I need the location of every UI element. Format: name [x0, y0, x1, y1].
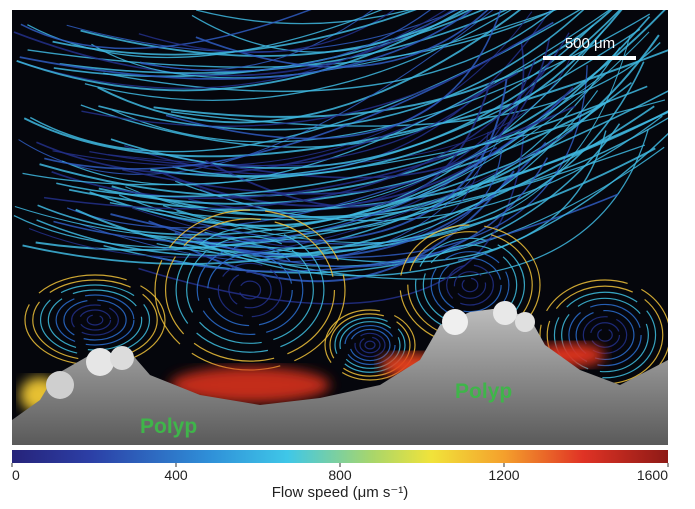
polyp-tentacle: [442, 309, 468, 335]
scale-bar-label: 500 μm: [565, 35, 615, 52]
polyp-tentacle: [46, 371, 74, 399]
polyp-tentacle: [110, 346, 134, 370]
colorbar-ticks: 0 400 800 1200 1600: [12, 463, 668, 483]
colorbar-tick-label: 400: [164, 467, 188, 483]
colorbar-label: Flow speed (μm s⁻¹): [272, 484, 409, 501]
polyp-label: Polyp: [455, 380, 512, 403]
colorbar-tick-label: 0: [12, 467, 20, 483]
colorbar-tick-label: 1200: [488, 467, 519, 483]
colorbar-tick-label: 800: [328, 467, 352, 483]
polyp-tentacle: [515, 312, 535, 332]
page: {"image": {"scale_bar": "500 μm", "label…: [0, 0, 695, 504]
polyp-tentacle: [86, 348, 114, 376]
polyp-label: Polyp: [140, 415, 197, 438]
colorbar-tick-label: 1600: [637, 467, 668, 483]
colorbar: [12, 450, 668, 463]
polyp-tentacle: [493, 301, 517, 325]
figure: 500 μm Polyp Polyp 0 400 800 1200 1600 Flow …: [0, 0, 695, 504]
